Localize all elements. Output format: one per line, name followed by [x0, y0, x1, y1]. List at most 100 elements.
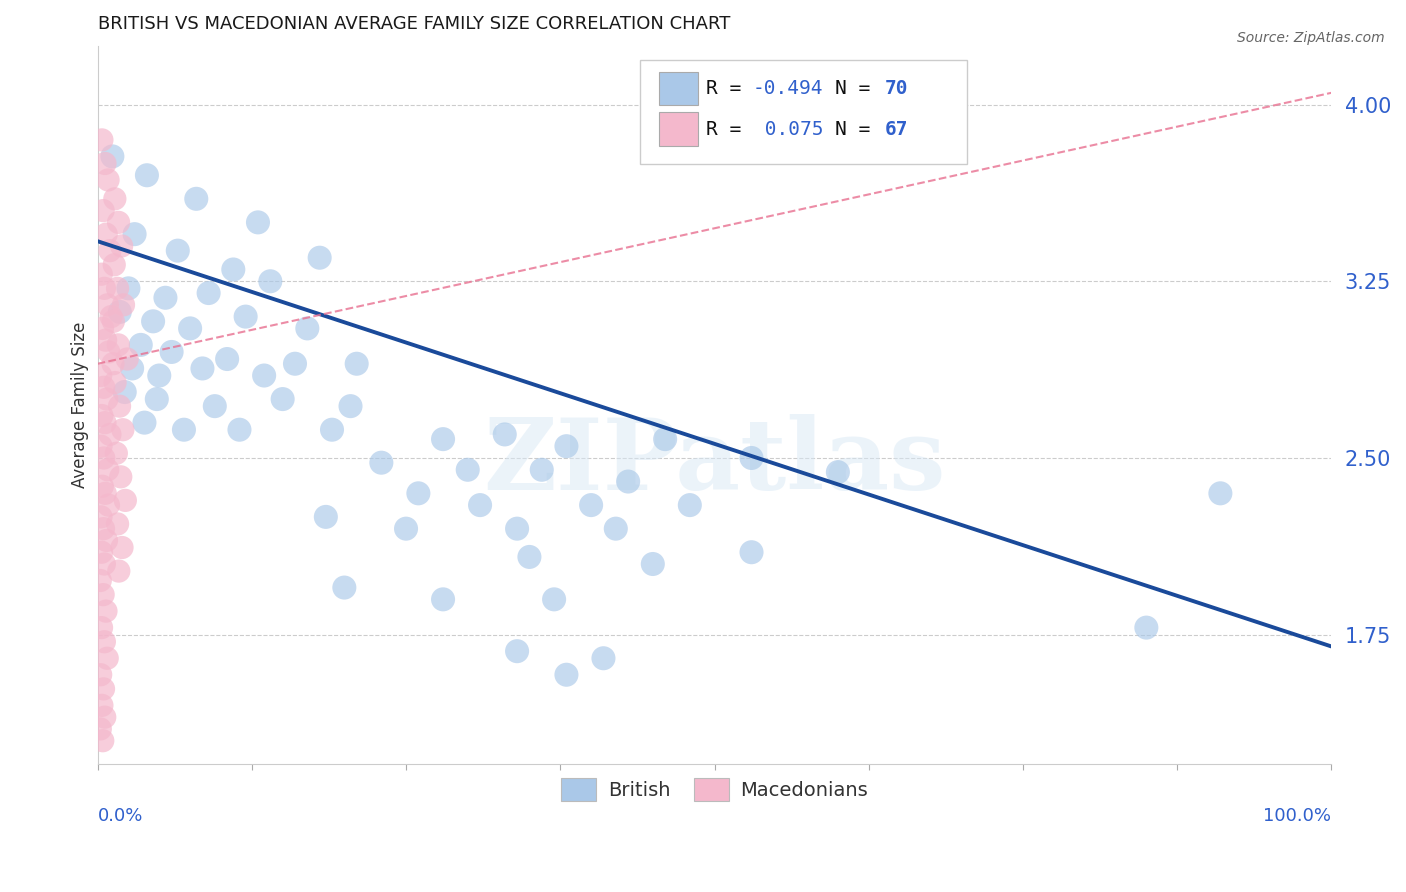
Point: [641, 557, 664, 571]
Text: N =: N =: [835, 120, 883, 139]
Point: [94, 604, 117, 618]
Point: [98, 244, 121, 258]
Point: [107, 564, 129, 578]
Point: [370, 456, 392, 470]
Point: [555, 667, 578, 681]
Point: [142, 314, 165, 328]
Point: [101, 357, 124, 371]
Point: [315, 509, 337, 524]
Point: [741, 450, 763, 465]
Point: [114, 384, 136, 399]
Point: [114, 493, 136, 508]
Point: [155, 291, 177, 305]
Point: [468, 498, 491, 512]
Point: [235, 310, 257, 324]
Point: [271, 392, 294, 406]
Text: R =: R =: [706, 120, 752, 139]
Point: [91, 321, 114, 335]
Point: [121, 361, 143, 376]
Point: [134, 416, 156, 430]
Point: [408, 486, 430, 500]
Point: [108, 399, 131, 413]
Point: [1135, 621, 1157, 635]
Point: [91, 733, 114, 747]
Point: [346, 357, 368, 371]
Point: [246, 215, 269, 229]
Point: [179, 321, 201, 335]
Point: [90, 267, 112, 281]
FancyBboxPatch shape: [641, 60, 967, 164]
Point: [97, 345, 120, 359]
Point: [339, 399, 361, 413]
Text: R =: R =: [706, 78, 752, 97]
Text: 100.0%: 100.0%: [1264, 807, 1331, 825]
Point: [259, 274, 281, 288]
Point: [115, 351, 138, 366]
Text: Source: ZipAtlas.com: Source: ZipAtlas.com: [1237, 31, 1385, 45]
Point: [284, 357, 307, 371]
Point: [96, 227, 118, 242]
Point: [104, 192, 127, 206]
Point: [592, 651, 614, 665]
Point: [94, 486, 117, 500]
Point: [117, 281, 139, 295]
Point: [506, 644, 529, 658]
Point: [111, 541, 134, 555]
Point: [97, 498, 120, 512]
Point: [97, 173, 120, 187]
Point: [91, 203, 114, 218]
Point: [104, 376, 127, 390]
Text: N =: N =: [835, 78, 883, 97]
Legend: British, Macedonians: British, Macedonians: [554, 771, 876, 808]
Point: [333, 581, 356, 595]
Point: [173, 423, 195, 437]
Point: [253, 368, 276, 383]
Point: [90, 621, 112, 635]
Point: [94, 156, 117, 170]
Text: BRITISH VS MACEDONIAN AVERAGE FAMILY SIZE CORRELATION CHART: BRITISH VS MACEDONIAN AVERAGE FAMILY SIZ…: [97, 15, 730, 33]
Point: [96, 651, 118, 665]
Point: [605, 522, 627, 536]
Point: [90, 509, 112, 524]
Point: [107, 281, 129, 295]
Y-axis label: Average Family Size: Average Family Size: [72, 322, 89, 488]
Point: [90, 545, 112, 559]
Point: [103, 314, 125, 328]
Point: [93, 450, 115, 465]
Point: [228, 423, 250, 437]
Point: [93, 281, 115, 295]
Point: [93, 380, 115, 394]
Point: [166, 244, 188, 258]
Point: [519, 549, 541, 564]
Point: [94, 333, 117, 347]
Point: [1209, 486, 1232, 500]
Point: [827, 465, 849, 479]
Point: [107, 516, 129, 531]
Text: 0.075: 0.075: [752, 120, 824, 139]
Point: [129, 338, 152, 352]
Point: [530, 463, 553, 477]
Point: [90, 133, 112, 147]
Point: [97, 463, 120, 477]
Point: [101, 149, 124, 163]
Point: [186, 192, 208, 206]
Point: [148, 368, 170, 383]
Text: 70: 70: [884, 78, 908, 97]
Point: [111, 239, 134, 253]
Point: [107, 338, 129, 352]
Point: [90, 368, 112, 383]
Point: [89, 574, 111, 588]
Point: [136, 168, 159, 182]
Point: [110, 470, 132, 484]
Point: [222, 262, 245, 277]
Point: [94, 416, 117, 430]
Point: [321, 423, 343, 437]
Point: [204, 399, 226, 413]
Point: [297, 321, 319, 335]
Point: [432, 432, 454, 446]
Point: [197, 286, 219, 301]
Text: -0.494: -0.494: [752, 78, 824, 97]
Point: [679, 498, 702, 512]
Point: [146, 392, 169, 406]
Point: [96, 298, 118, 312]
